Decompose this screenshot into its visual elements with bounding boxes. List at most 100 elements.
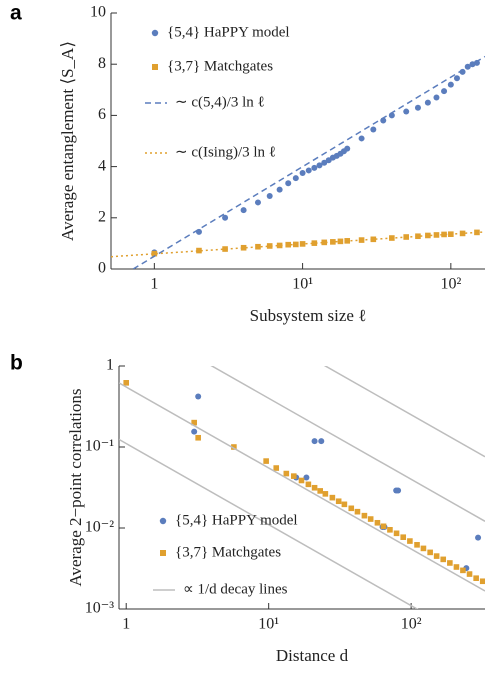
point [316, 162, 323, 169]
point [370, 126, 377, 133]
fit-line [210, 366, 485, 522]
point [322, 491, 329, 497]
legend-label: ∼ c(5,4)/3 ln ℓ [175, 94, 265, 110]
point [285, 241, 292, 248]
point [367, 516, 374, 522]
point [321, 239, 328, 246]
point [354, 508, 361, 515]
point [191, 428, 198, 435]
fit-line [132, 55, 485, 269]
point [266, 243, 273, 249]
point [273, 465, 280, 471]
point [425, 232, 431, 239]
point [407, 538, 413, 544]
point [231, 444, 237, 450]
legend-label: {3,7} Matchgates [167, 58, 273, 74]
point [479, 578, 485, 585]
point [395, 487, 402, 494]
y-tick-label: 10⁻² [85, 519, 114, 536]
point [311, 240, 318, 246]
legend-marker [152, 64, 158, 70]
point [276, 186, 283, 193]
point [453, 564, 460, 570]
y-tick-label: 6 [98, 106, 106, 123]
point [123, 380, 130, 386]
legend-marker [159, 517, 167, 525]
y-tick-label: 10⁻¹ [85, 438, 114, 455]
fit-line [119, 438, 419, 609]
point [414, 542, 420, 548]
point [317, 488, 324, 494]
point [358, 135, 365, 142]
x-tick-label: 10¹ [292, 276, 313, 293]
point [311, 164, 318, 171]
point [266, 193, 273, 200]
y-axis-label: Average 2−point correlations [66, 388, 85, 586]
y-tick-label: 10 [90, 4, 106, 21]
point [414, 104, 421, 111]
point [337, 238, 344, 245]
point [361, 512, 368, 519]
point [393, 530, 400, 537]
point [460, 567, 466, 574]
x-tick-label: 10¹ [258, 616, 279, 633]
point [473, 575, 479, 582]
point [330, 239, 336, 245]
point [335, 498, 342, 505]
point [292, 175, 299, 182]
plot-area [111, 55, 485, 269]
legend-label: {3,7} Matchgates [175, 544, 281, 560]
y-tick-label: 10⁻³ [85, 600, 114, 617]
point [298, 477, 305, 484]
point [311, 484, 318, 491]
point [440, 556, 447, 563]
x-tick-label: 10² [440, 276, 461, 293]
point [374, 519, 381, 526]
point [475, 534, 482, 541]
point [403, 108, 410, 115]
point [370, 236, 377, 243]
point [424, 99, 431, 106]
point [222, 246, 228, 252]
point [255, 243, 261, 250]
point [441, 231, 447, 238]
point [222, 214, 229, 221]
point [380, 523, 387, 530]
point [151, 250, 158, 257]
x-tick-label: 10² [401, 616, 422, 633]
point [311, 438, 318, 445]
point [195, 393, 202, 400]
point [240, 244, 247, 251]
point [276, 242, 283, 249]
point [191, 419, 197, 426]
point [318, 438, 325, 445]
point [240, 207, 247, 214]
y-tick-label: 8 [98, 55, 106, 72]
point [305, 167, 312, 174]
point [453, 75, 460, 82]
point [285, 180, 292, 187]
legend-label: ∝ 1/d decay lines [183, 581, 288, 597]
point [433, 94, 440, 101]
point [305, 481, 312, 488]
point [415, 233, 421, 240]
fit-line [323, 366, 485, 458]
point [299, 241, 306, 247]
panel-label: b [10, 352, 23, 375]
point [321, 159, 328, 166]
legend-label: {5,4} HaPPY model [175, 512, 298, 528]
fit-line [119, 382, 485, 592]
point [447, 81, 454, 88]
y-tick-label: 1 [106, 357, 114, 374]
point [459, 230, 466, 237]
legend-label: ∼ c(Ising)/3 ln ℓ [175, 144, 276, 160]
point [341, 501, 348, 508]
point [466, 571, 473, 577]
point [441, 88, 448, 95]
point [427, 549, 433, 556]
y-tick-label: 2 [98, 208, 106, 225]
point [387, 527, 393, 533]
point [400, 534, 407, 540]
x-tick-label: 1 [150, 276, 158, 293]
